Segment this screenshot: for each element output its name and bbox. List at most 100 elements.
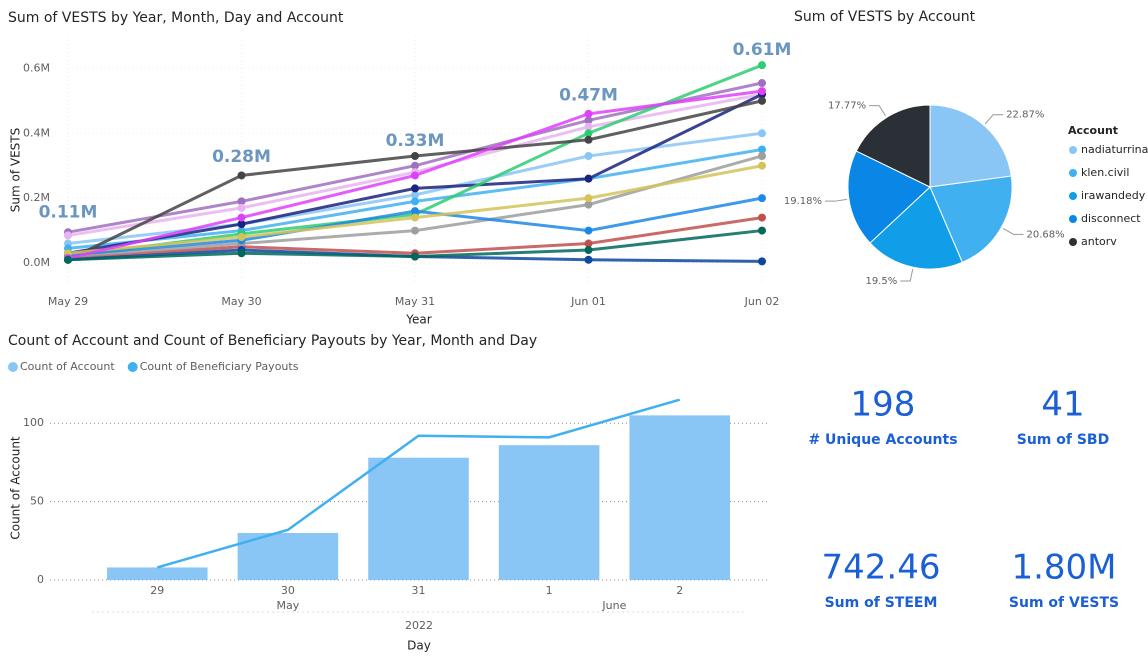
slice-label: 19.5% — [865, 276, 897, 287]
x-tick-label: 2 — [676, 584, 683, 597]
legend-title: Account — [1068, 124, 1118, 137]
x-axis-title: Year — [405, 313, 431, 327]
point — [411, 161, 419, 170]
pie-slice — [929, 175, 1013, 264]
y-tick-label: 0.2M — [23, 191, 50, 204]
point — [758, 151, 766, 160]
point — [584, 255, 593, 264]
point — [758, 87, 766, 96]
bar — [629, 415, 730, 580]
x-tick-label: 29 — [150, 584, 164, 597]
leader-line — [869, 105, 886, 117]
legend-label: Count of Beneficiary Payouts — [140, 360, 299, 373]
legend-label: Count of Account — [20, 360, 115, 373]
total-label: 0.61M — [733, 40, 792, 60]
card-value: 1.80M — [1011, 548, 1116, 588]
point — [411, 207, 419, 216]
point — [584, 116, 593, 125]
point — [584, 135, 593, 144]
chart-title: Sum of VESTS by Account — [794, 9, 976, 25]
point — [758, 96, 766, 105]
total-label: 0.47M — [559, 86, 618, 106]
y-axis-title: Count of Account — [9, 436, 23, 540]
card-value: 198 — [851, 385, 916, 425]
leader-line — [825, 198, 847, 202]
point — [237, 171, 246, 180]
bar — [498, 445, 600, 580]
year-label: 2022 — [405, 619, 433, 632]
point — [411, 151, 419, 160]
point — [64, 231, 72, 240]
point — [758, 79, 766, 88]
pie-slice — [869, 186, 963, 270]
card-label: Sum of SBD — [1017, 432, 1109, 448]
series-line — [156, 398, 681, 569]
card-label: Sum of STEEM — [825, 595, 938, 611]
point — [758, 194, 766, 203]
total-label: 0.33M — [386, 131, 445, 151]
total-label: 0.11M — [39, 202, 98, 222]
leader-line — [984, 114, 1004, 125]
point — [584, 239, 593, 248]
y-tick-label: 0.6M — [23, 61, 50, 74]
point — [584, 226, 593, 235]
bar — [237, 532, 339, 580]
legend-label: klen.civil — [1081, 166, 1129, 179]
x-tick-label: 31 — [412, 584, 426, 597]
legend-marker — [1069, 215, 1077, 223]
series-line — [67, 196, 763, 257]
point — [411, 213, 419, 222]
point — [237, 249, 246, 258]
pie-slice — [855, 104, 931, 188]
point — [411, 171, 419, 180]
legend-marker — [1069, 169, 1077, 177]
bar — [368, 457, 469, 580]
point — [411, 226, 419, 235]
point — [584, 129, 593, 138]
point — [584, 122, 593, 131]
point — [584, 246, 593, 255]
card-label: Sum of VESTS — [1009, 595, 1119, 611]
point — [584, 194, 593, 203]
card-value: 41 — [1041, 385, 1084, 425]
point — [584, 200, 593, 209]
y-tick-label: 0.0M — [23, 256, 50, 269]
card-value: 742.46 — [822, 548, 941, 588]
point — [411, 184, 419, 193]
month-label: May — [277, 599, 300, 612]
chart-title: Count of Account and Count of Beneficiar… — [8, 333, 537, 349]
point — [758, 129, 766, 138]
month-label: June — [601, 599, 626, 612]
slice-label: 22.87% — [1006, 110, 1044, 121]
x-tick-label: 1 — [546, 584, 553, 597]
y-tick-label: 50 — [30, 495, 44, 508]
slice-label: 19.18% — [784, 196, 822, 207]
legend-label: irawandedy — [1081, 189, 1146, 202]
legend-marker — [1069, 146, 1077, 154]
point — [237, 213, 246, 222]
bar — [107, 567, 208, 580]
point — [64, 255, 72, 264]
legend-label: disconnect — [1081, 212, 1141, 225]
point — [411, 190, 419, 199]
point — [584, 151, 593, 160]
point — [758, 145, 766, 154]
point — [584, 174, 593, 183]
x-axis-title: Day — [407, 639, 431, 653]
x-tick-label: Jun 02 — [744, 295, 780, 308]
x-tick-label: 30 — [281, 584, 295, 597]
chart-title: Sum of VESTS by Year, Month, Day and Acc… — [8, 10, 344, 26]
y-tick-label: 0.4M — [23, 126, 50, 139]
card-label: # Unique Accounts — [808, 432, 957, 448]
point — [411, 252, 419, 261]
point — [584, 109, 593, 118]
point — [758, 213, 766, 222]
point — [237, 233, 246, 242]
y-tick-label: 100 — [23, 416, 44, 429]
legend-label: antorv — [1081, 235, 1117, 248]
total-label: 0.28M — [212, 147, 271, 167]
slice-label: 17.77% — [828, 101, 866, 112]
x-tick-label: Jun 01 — [570, 295, 606, 308]
x-tick-label: May 29 — [48, 295, 88, 308]
point — [758, 161, 766, 170]
